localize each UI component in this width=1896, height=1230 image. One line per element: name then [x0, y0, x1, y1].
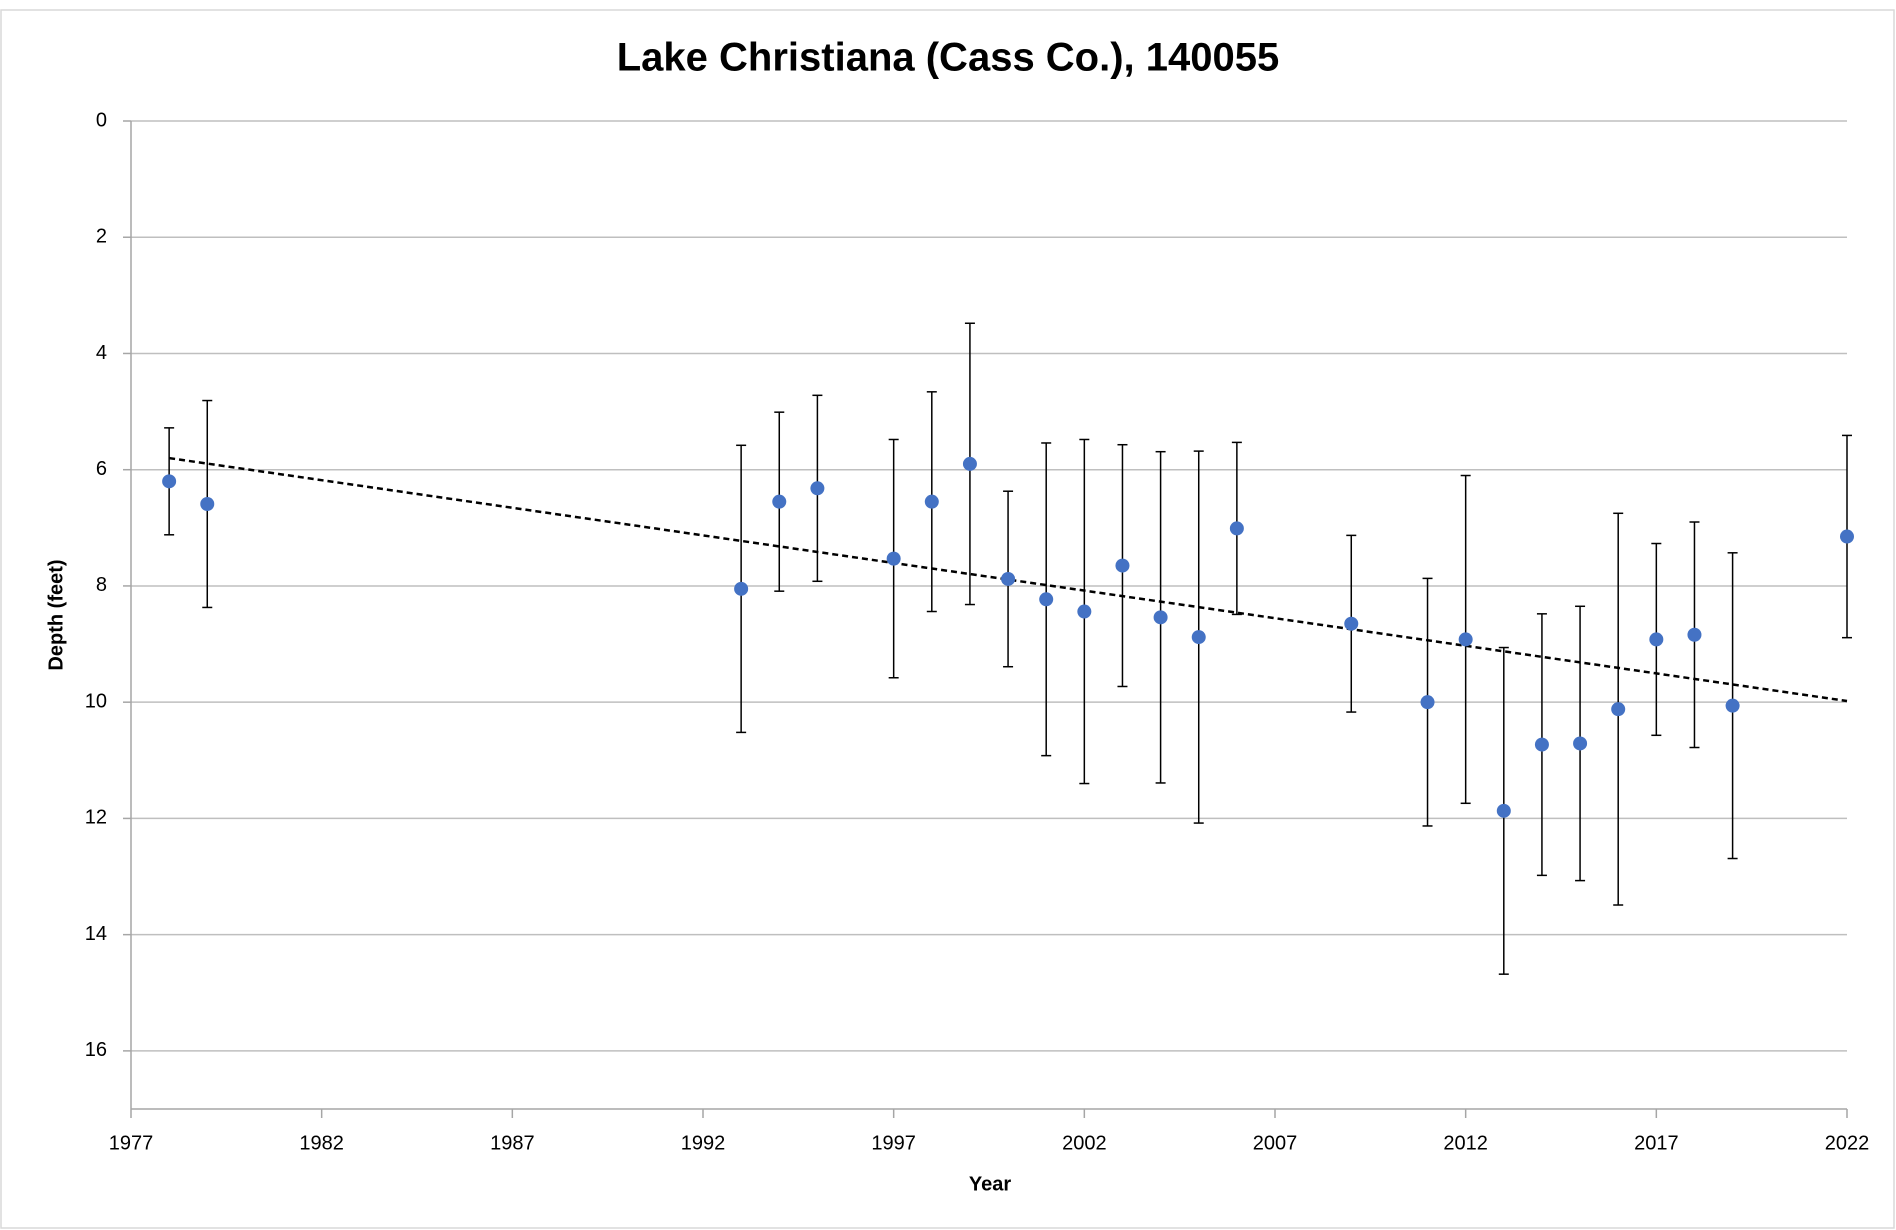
x-tick-label: 2007 — [1253, 1132, 1298, 1154]
x-tick-label: 1987 — [490, 1132, 535, 1154]
data-point — [924, 494, 939, 509]
data-point — [1840, 529, 1854, 544]
chart-title: Lake Christiana (Cass Co.), 140055 — [617, 36, 1280, 80]
chart-border — [0, 9, 1895, 1229]
data-point — [1496, 803, 1511, 818]
y-tick-label: 0 — [96, 109, 107, 131]
data-point — [1229, 521, 1244, 536]
y-tick-label: 4 — [96, 342, 107, 364]
data-point — [1344, 616, 1359, 631]
x-tick-label: 1992 — [681, 1132, 726, 1154]
data-point — [1687, 627, 1702, 642]
data-point — [1077, 604, 1092, 619]
data-point — [1420, 695, 1435, 710]
y-tick-label: 10 — [85, 690, 107, 712]
data-point — [1153, 610, 1168, 625]
data-point — [886, 551, 901, 566]
data-point — [1611, 702, 1626, 717]
x-axis-title: Year — [969, 1173, 1011, 1195]
x-tick-label: 2022 — [1825, 1132, 1870, 1154]
x-tick-label: 2002 — [1062, 1132, 1107, 1154]
trendline — [168, 456, 1848, 703]
y-tick-label: 2 — [96, 226, 107, 248]
x-tick-label: 2017 — [1634, 1132, 1679, 1154]
data-point — [734, 581, 749, 596]
x-tick-label: 1977 — [109, 1132, 154, 1154]
x-tick-label: 1997 — [871, 1132, 916, 1154]
data-point — [1039, 592, 1054, 607]
y-tick-label: 8 — [96, 574, 107, 596]
data-point — [1649, 632, 1664, 647]
data-point — [962, 456, 977, 471]
y-tick-label: 16 — [85, 1039, 107, 1061]
data-point — [1115, 558, 1130, 573]
data-point — [200, 496, 215, 511]
y-tick-label: 12 — [85, 807, 107, 829]
data-point — [1191, 630, 1206, 645]
y-axis-title: Depth (feet) — [45, 559, 67, 670]
data-point — [772, 494, 787, 509]
data-point — [162, 474, 177, 489]
y-tick-label: 6 — [96, 458, 107, 480]
data-point — [1001, 571, 1016, 586]
data-point — [1725, 698, 1740, 713]
data-point — [810, 481, 825, 496]
y-tick-label: 14 — [85, 923, 107, 945]
data-point — [1534, 737, 1549, 752]
data-point — [1458, 632, 1473, 647]
x-tick-label: 1982 — [299, 1132, 344, 1154]
data-point — [1573, 736, 1588, 751]
x-tick-label: 2012 — [1443, 1132, 1488, 1154]
